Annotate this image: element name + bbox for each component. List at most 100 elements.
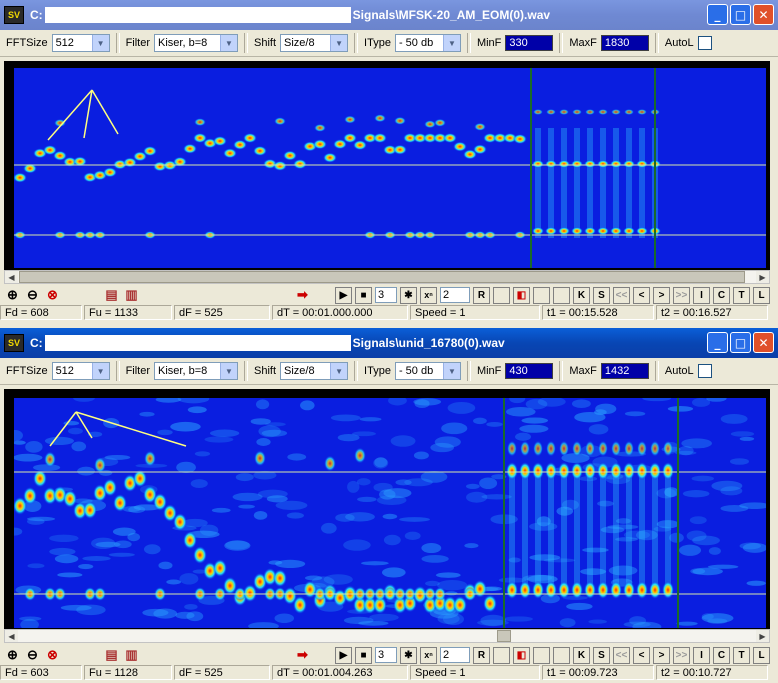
cursor-mode-button[interactable]: ✱ <box>400 646 417 664</box>
minf-input[interactable]: 330 <box>505 35 554 51</box>
blank-button[interactable] <box>533 286 550 304</box>
waveform-icon[interactable]: ▤ <box>105 647 118 662</box>
k-button[interactable]: K <box>573 286 590 304</box>
fftsize-select[interactable]: 512 ▼ <box>51 34 110 52</box>
shift-select[interactable]: Size/8 ▼ <box>280 362 349 380</box>
autol-checkbox[interactable] <box>697 364 712 378</box>
next-button[interactable]: > <box>653 646 670 664</box>
filter-select[interactable]: Kiser, b=8 ▼ <box>154 362 239 380</box>
play-button[interactable]: ▶ <box>335 646 352 664</box>
last-button[interactable]: >> <box>673 646 690 664</box>
chevron-down-icon: ▼ <box>220 35 238 51</box>
s-button[interactable]: S <box>593 286 610 304</box>
noise-speck <box>678 445 694 456</box>
tone-mark <box>14 172 27 183</box>
blank-button[interactable] <box>493 646 510 664</box>
l-button[interactable]: L <box>753 286 770 304</box>
scroll-right-icon[interactable]: ▶ <box>756 271 769 283</box>
prev-button[interactable]: < <box>633 646 650 664</box>
spectrum-icon[interactable]: ▥ <box>125 647 138 662</box>
l-button[interactable]: L <box>753 646 770 664</box>
power-button[interactable]: xⁿ <box>420 286 437 304</box>
close-button[interactable]: ✕ <box>753 332 774 353</box>
k-button[interactable]: K <box>573 646 590 664</box>
export-icon[interactable]: ➡ <box>297 647 308 662</box>
t-button[interactable]: T <box>733 286 750 304</box>
r-button[interactable]: R <box>473 646 490 664</box>
horizontal-scrollbar[interactable]: ◀ ▶ <box>4 629 770 643</box>
cursor-mode-button[interactable]: ✱ <box>400 286 417 304</box>
noise-speck <box>444 591 458 596</box>
prev-button[interactable]: < <box>633 286 650 304</box>
fftsize-value: 512 <box>55 37 74 49</box>
close-button[interactable]: ✕ <box>753 4 774 25</box>
maxf-label: MaxF <box>569 37 597 49</box>
spectrum-icon[interactable]: ▥ <box>125 287 138 302</box>
record-icon[interactable]: ◧ <box>513 646 530 664</box>
minimize-button[interactable]: _ <box>707 332 728 353</box>
record-icon[interactable]: ◧ <box>513 286 530 304</box>
fftsize-select[interactable]: 512 ▼ <box>51 362 110 380</box>
scroll-left-icon[interactable]: ◀ <box>5 271 18 283</box>
horizontal-scrollbar[interactable]: ◀ ▶ <box>4 270 770 284</box>
maximize-button[interactable]: □ <box>730 332 751 353</box>
c-button[interactable]: C <box>713 286 730 304</box>
blank-button[interactable] <box>533 646 550 664</box>
scroll-thumb[interactable] <box>19 271 745 283</box>
next-button[interactable]: > <box>653 286 670 304</box>
stop-button[interactable]: ■ <box>355 286 372 304</box>
spectrogram-plot[interactable] <box>14 68 766 268</box>
i-button[interactable]: I <box>693 646 710 664</box>
zoom-in-icon[interactable]: ⊕ <box>7 647 18 662</box>
noise-speck <box>343 539 371 551</box>
noise-speck <box>379 489 396 500</box>
power-input[interactable]: 2 <box>440 647 470 663</box>
step-input[interactable]: 3 <box>375 647 397 663</box>
waveform-icon[interactable]: ▤ <box>105 287 118 302</box>
zoom-in-icon[interactable]: ⊕ <box>7 287 18 302</box>
title-bar[interactable]: SV C: Signals\unid_16780(0).wav _ □ ✕ <box>0 328 778 358</box>
tone-mark <box>623 160 635 168</box>
blank-button[interactable] <box>493 286 510 304</box>
noise-speck <box>447 401 476 414</box>
minimize-button[interactable]: _ <box>707 4 728 25</box>
last-button[interactable]: >> <box>673 286 690 304</box>
play-button[interactable]: ▶ <box>335 286 352 304</box>
itype-select[interactable]: - 50 db ▼ <box>394 34 461 52</box>
tone-mark <box>532 462 544 480</box>
scroll-thumb[interactable] <box>497 630 511 642</box>
step-input[interactable]: 3 <box>375 287 397 303</box>
tone-mark <box>363 133 377 143</box>
power-input[interactable]: 2 <box>440 287 470 303</box>
t-button[interactable]: T <box>733 646 750 664</box>
i-button[interactable]: I <box>693 286 710 304</box>
filter-select[interactable]: Kiser, b=8 ▼ <box>154 34 239 52</box>
maxf-input[interactable]: 1830 <box>600 35 649 51</box>
zoom-reset-icon[interactable]: ⊗ <box>47 287 58 302</box>
export-icon[interactable]: ➡ <box>297 287 308 302</box>
minf-input[interactable]: 430 <box>505 363 554 379</box>
scroll-left-icon[interactable]: ◀ <box>5 630 18 642</box>
zoom-out-icon[interactable]: ⊖ <box>27 287 38 302</box>
spectrogram-display[interactable] <box>14 398 766 628</box>
spectrogram-display[interactable] <box>14 68 766 268</box>
s-button[interactable]: S <box>593 646 610 664</box>
first-button[interactable]: << <box>613 646 630 664</box>
zoom-reset-icon[interactable]: ⊗ <box>47 647 58 662</box>
stop-button[interactable]: ■ <box>355 646 372 664</box>
autol-checkbox[interactable] <box>697 36 712 50</box>
maxf-input[interactable]: 1432 <box>600 363 649 379</box>
blank-button[interactable] <box>553 646 570 664</box>
c-button[interactable]: C <box>713 646 730 664</box>
r-button[interactable]: R <box>473 286 490 304</box>
title-bar[interactable]: SV C: Signals\MFSK-20_AM_EOM(0).wav _ □ … <box>0 0 778 30</box>
first-button[interactable]: << <box>613 286 630 304</box>
maximize-button[interactable]: □ <box>730 4 751 25</box>
itype-select[interactable]: - 50 db ▼ <box>394 362 461 380</box>
zoom-out-icon[interactable]: ⊖ <box>27 647 38 662</box>
shift-select[interactable]: Size/8 ▼ <box>280 34 349 52</box>
scroll-right-icon[interactable]: ▶ <box>756 630 769 642</box>
blank-button[interactable] <box>553 286 570 304</box>
spectrogram-plot[interactable] <box>14 398 766 628</box>
power-button[interactable]: xⁿ <box>420 646 437 664</box>
